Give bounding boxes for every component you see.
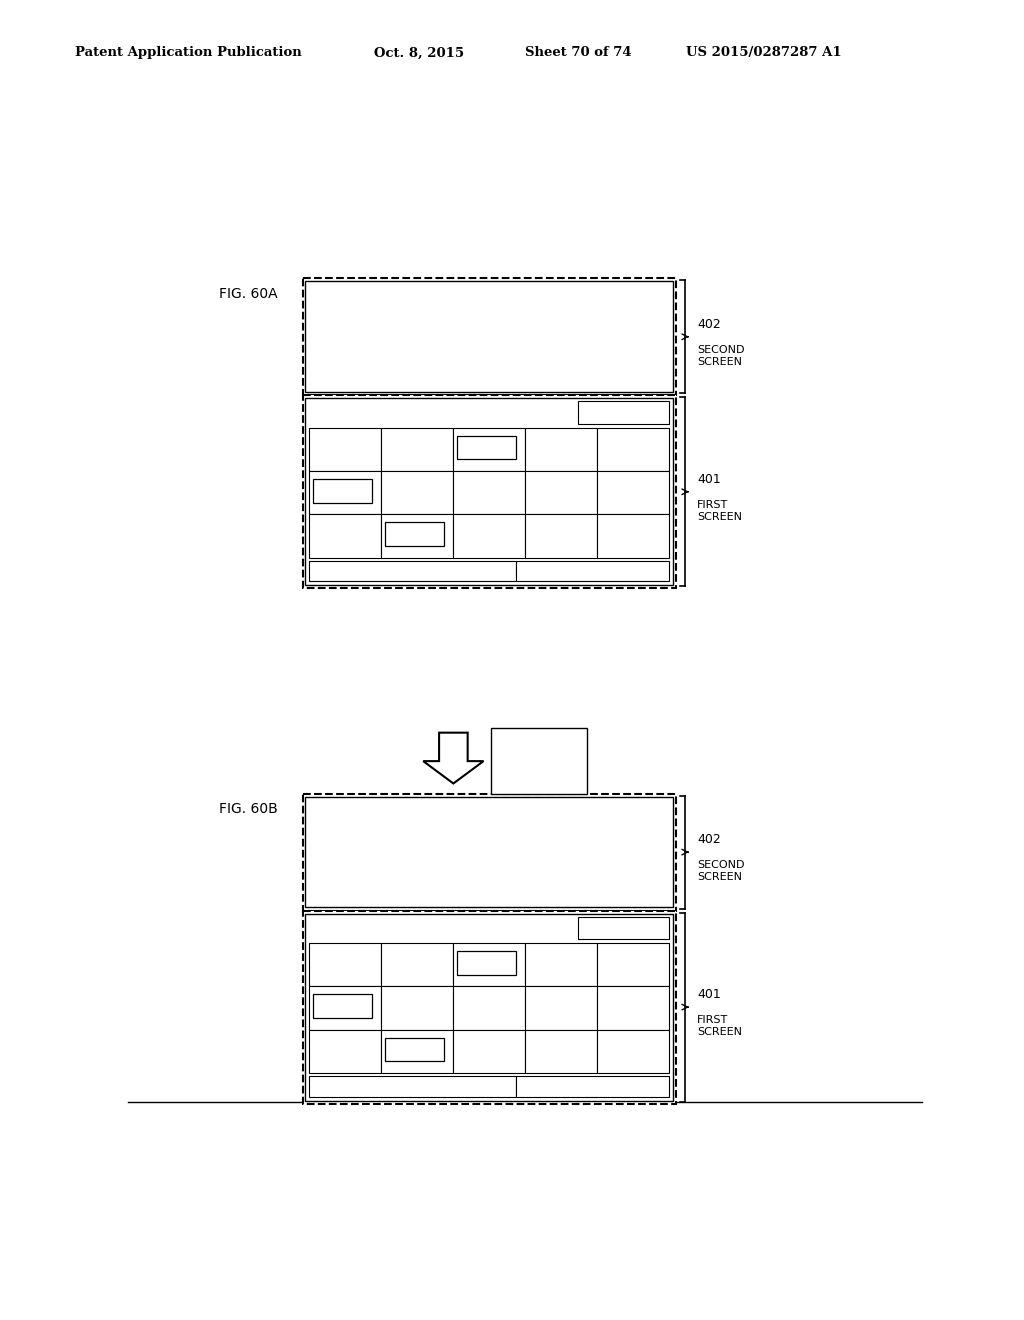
FancyBboxPatch shape xyxy=(458,436,516,459)
FancyBboxPatch shape xyxy=(597,428,670,471)
FancyBboxPatch shape xyxy=(453,1030,525,1073)
FancyBboxPatch shape xyxy=(305,913,673,1101)
FancyBboxPatch shape xyxy=(313,479,373,503)
FancyBboxPatch shape xyxy=(381,986,453,1030)
Text: 401: 401 xyxy=(697,473,721,486)
FancyBboxPatch shape xyxy=(492,727,587,793)
FancyBboxPatch shape xyxy=(303,279,676,395)
FancyBboxPatch shape xyxy=(525,515,597,558)
Text: SECOND
SCREEN: SECOND SCREEN xyxy=(697,345,744,367)
FancyBboxPatch shape xyxy=(597,471,670,515)
FancyBboxPatch shape xyxy=(309,942,381,986)
Text: 0: 0 xyxy=(621,408,627,417)
FancyBboxPatch shape xyxy=(516,561,670,581)
Text: WAIT TIME
FOR 30
FRAMES: WAIT TIME FOR 30 FRAMES xyxy=(502,737,577,785)
FancyBboxPatch shape xyxy=(309,986,381,1030)
FancyBboxPatch shape xyxy=(453,942,525,986)
FancyBboxPatch shape xyxy=(385,523,444,546)
FancyBboxPatch shape xyxy=(305,797,673,907)
Text: FEATURE: FEATURE xyxy=(326,1002,359,1011)
Text: FIG. 60B: FIG. 60B xyxy=(219,801,278,816)
FancyBboxPatch shape xyxy=(385,1038,444,1061)
Text: FIRST
SCREEN: FIRST SCREEN xyxy=(697,1015,742,1036)
FancyBboxPatch shape xyxy=(453,471,525,515)
FancyBboxPatch shape xyxy=(525,986,597,1030)
FancyBboxPatch shape xyxy=(309,1030,381,1073)
FancyBboxPatch shape xyxy=(525,428,597,471)
Text: FEATURE: FEATURE xyxy=(470,444,504,451)
Text: 0  of  8: 0 of 8 xyxy=(575,1081,609,1092)
FancyBboxPatch shape xyxy=(381,428,453,471)
Text: FIG. 60A: FIG. 60A xyxy=(219,286,278,301)
FancyBboxPatch shape xyxy=(597,515,670,558)
Text: 0  of  8: 0 of 8 xyxy=(575,566,609,576)
FancyBboxPatch shape xyxy=(525,471,597,515)
FancyBboxPatch shape xyxy=(303,793,676,911)
Text: FEATURE: FEATURE xyxy=(470,958,504,968)
Text: SECOND
SCREEN: SECOND SCREEN xyxy=(697,861,744,882)
FancyBboxPatch shape xyxy=(309,561,516,581)
FancyBboxPatch shape xyxy=(525,942,597,986)
Text: FREE  GAME: FREE GAME xyxy=(383,566,442,576)
FancyBboxPatch shape xyxy=(597,1030,670,1073)
Text: Patent Application Publication: Patent Application Publication xyxy=(75,46,301,59)
FancyBboxPatch shape xyxy=(516,1076,670,1097)
FancyBboxPatch shape xyxy=(313,994,373,1018)
FancyBboxPatch shape xyxy=(597,986,670,1030)
Text: FIRST
SCREEN: FIRST SCREEN xyxy=(697,500,742,521)
Text: Oct. 8, 2015: Oct. 8, 2015 xyxy=(374,46,464,59)
FancyBboxPatch shape xyxy=(303,395,676,589)
Text: FREE  GAME: FREE GAME xyxy=(383,1081,442,1092)
Text: FEATURE: FEATURE xyxy=(398,1045,432,1055)
FancyBboxPatch shape xyxy=(309,515,381,558)
FancyBboxPatch shape xyxy=(578,401,670,424)
Text: FEATURE: FEATURE xyxy=(326,486,359,495)
FancyBboxPatch shape xyxy=(453,515,525,558)
Text: 402: 402 xyxy=(697,833,721,846)
FancyBboxPatch shape xyxy=(305,399,673,585)
FancyBboxPatch shape xyxy=(453,986,525,1030)
Text: US 2015/0287287 A1: US 2015/0287287 A1 xyxy=(686,46,842,59)
Text: 402: 402 xyxy=(697,318,721,331)
FancyBboxPatch shape xyxy=(453,428,525,471)
FancyBboxPatch shape xyxy=(309,428,381,471)
Text: 401: 401 xyxy=(697,989,721,1002)
FancyBboxPatch shape xyxy=(381,942,453,986)
Text: FEATURE: FEATURE xyxy=(398,529,432,539)
FancyBboxPatch shape xyxy=(525,1030,597,1073)
Text: Sheet 70 of 74: Sheet 70 of 74 xyxy=(525,46,632,59)
FancyBboxPatch shape xyxy=(381,1030,453,1073)
FancyBboxPatch shape xyxy=(309,471,381,515)
FancyBboxPatch shape xyxy=(578,916,670,939)
FancyBboxPatch shape xyxy=(458,950,516,974)
FancyBboxPatch shape xyxy=(597,942,670,986)
FancyBboxPatch shape xyxy=(305,281,673,392)
Text: 0: 0 xyxy=(621,923,627,933)
Polygon shape xyxy=(423,733,483,784)
FancyBboxPatch shape xyxy=(303,911,676,1104)
FancyBboxPatch shape xyxy=(309,1076,516,1097)
FancyBboxPatch shape xyxy=(381,471,453,515)
FancyBboxPatch shape xyxy=(381,515,453,558)
